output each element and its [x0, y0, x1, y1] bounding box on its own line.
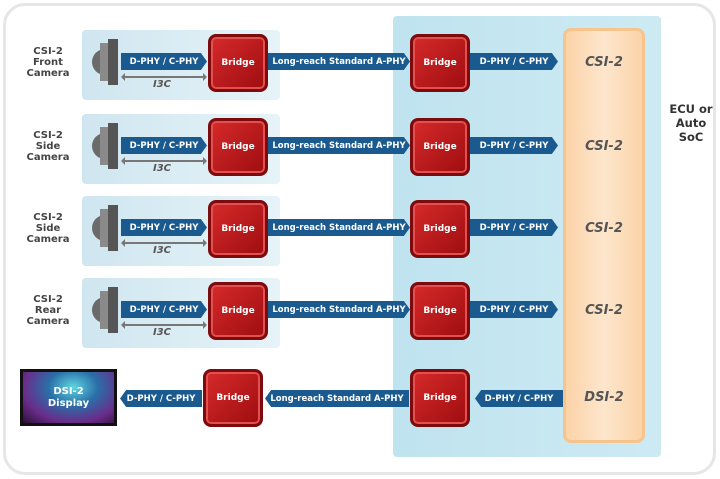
a-phy-arrow: Long-reach Standard A-PHY	[268, 53, 410, 70]
ecu-bridge: Bridge	[410, 34, 470, 92]
camera-icon	[92, 39, 122, 85]
soc-block	[563, 28, 645, 443]
i3c-double-arrow	[121, 321, 207, 329]
camera-bridge: Bridge	[208, 200, 268, 258]
i3c-label: I3C	[152, 163, 172, 174]
camera-label: CSI-2 Front Camera	[26, 46, 70, 79]
ecu-bridge: Bridge	[410, 282, 470, 340]
display-label-1: DSI-2	[53, 385, 84, 397]
camera-bridge: Bridge	[208, 282, 268, 340]
i3c-label: I3C	[152, 79, 172, 90]
soc-phy-arrow: D-PHY / C-PHY	[470, 301, 558, 318]
soc-phy-arrow: D-PHY / C-PHY	[470, 219, 558, 236]
camera-phy-arrow: D-PHY / C-PHY	[121, 137, 207, 154]
camera-label: CSI-2 Side Camera	[26, 212, 70, 245]
i3c-double-arrow	[121, 239, 207, 247]
display-phy-arrow: D-PHY / C-PHY	[120, 390, 202, 407]
soc-phy-arrow: D-PHY / C-PHY	[470, 137, 558, 154]
ecu-bridge: Bridge	[410, 118, 470, 176]
csi-2-port: CSI-2	[585, 303, 623, 318]
ecu-bridge: Bridge	[410, 200, 470, 258]
camera-icon	[92, 287, 122, 333]
camera-icon	[92, 123, 122, 169]
i3c-label: I3C	[152, 245, 172, 256]
camera-bridge: Bridge	[208, 34, 268, 92]
i3c-double-arrow	[121, 157, 207, 165]
display-screen: DSI-2 Display	[23, 372, 114, 423]
camera-label: CSI-2 Side Camera	[26, 130, 70, 163]
camera-bridge: Bridge	[208, 118, 268, 176]
csi-2-port: CSI-2	[585, 221, 623, 236]
a-phy-arrow: Long-reach Standard A-PHY	[268, 219, 410, 236]
camera-icon	[92, 205, 122, 251]
camera-phy-arrow: D-PHY / C-PHY	[121, 301, 207, 318]
camera-phy-arrow: D-PHY / C-PHY	[121, 53, 207, 70]
camera-label: CSI-2 Rear Camera	[26, 294, 70, 327]
ecu-label: ECU or Auto SoC	[669, 102, 713, 144]
csi-2-port: CSI-2	[585, 55, 623, 70]
display-icon: DSI-2 Display	[20, 369, 117, 426]
a-phy-arrow: Long-reach Standard A-PHY	[268, 137, 410, 154]
ecu-display-bridge: Bridge	[410, 369, 470, 427]
csi-2-port: CSI-2	[585, 139, 623, 154]
display-a-phy-arrow: Long-reach Standard A-PHY	[265, 390, 409, 407]
display-bridge: Bridge	[203, 369, 263, 427]
display-label-2: Display	[47, 397, 90, 409]
camera-phy-arrow: D-PHY / C-PHY	[121, 219, 207, 236]
soc-phy-arrow: D-PHY / C-PHY	[470, 53, 558, 70]
i3c-label: I3C	[152, 327, 172, 338]
dsi-2-port: DSI-2	[584, 390, 624, 405]
soc-dsi-phy-arrow: D-PHY / C-PHY	[475, 390, 563, 407]
i3c-double-arrow	[121, 73, 207, 81]
a-phy-arrow: Long-reach Standard A-PHY	[268, 301, 410, 318]
